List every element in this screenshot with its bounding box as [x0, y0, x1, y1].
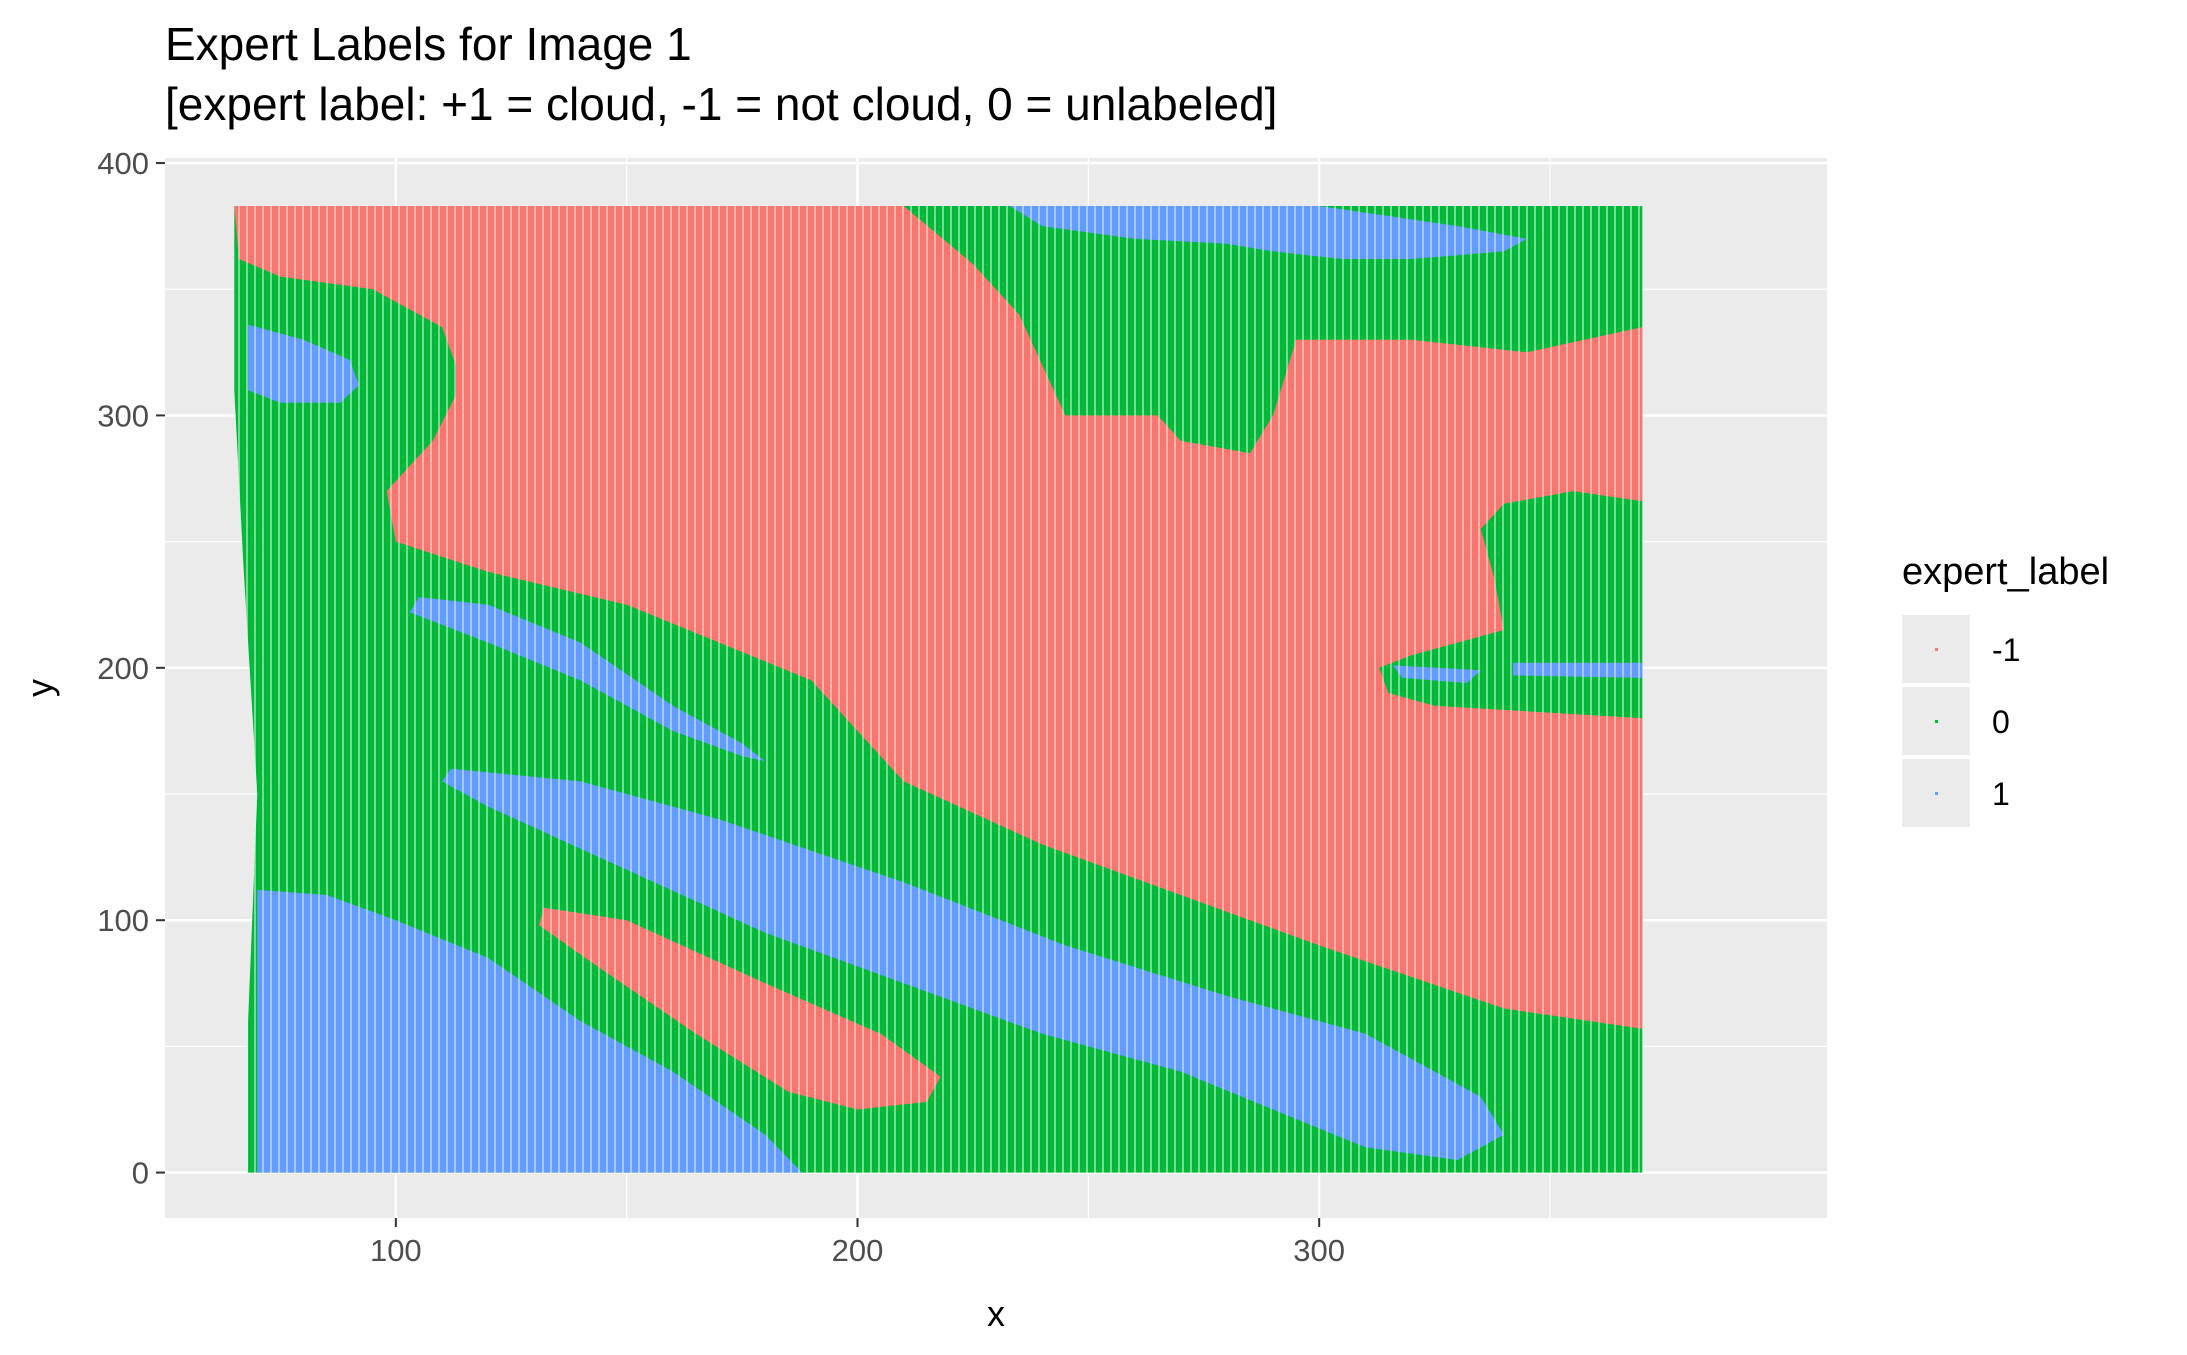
y-tick-label: 100	[97, 903, 149, 938]
region-label-one	[248, 324, 359, 403]
regions-layer	[234, 206, 1643, 1173]
x-axis-label: x	[987, 1293, 1005, 1334]
axes-layer: 100 200 300 0 100 200 300 400	[97, 146, 1345, 1268]
legend: expert_label -1 0 1	[1902, 551, 2109, 827]
region-label-neg1	[234, 206, 1643, 1029]
x-tick-label: 300	[1293, 1233, 1345, 1268]
region-label-neg1	[539, 907, 941, 1110]
legend-swatch	[1935, 792, 1938, 795]
y-tick-label: 400	[97, 146, 149, 181]
legend-item-label: 0	[1992, 704, 2010, 740]
legend-item-label: 1	[1992, 776, 2010, 812]
y-tick-label: 300	[97, 398, 149, 433]
region-label-one	[442, 768, 1504, 1160]
legend-item-label: -1	[1992, 632, 2020, 668]
region-label-one	[409, 597, 766, 762]
region-label-one	[1009, 206, 1527, 259]
region-label-one	[1513, 662, 1643, 678]
legend-swatch	[1935, 648, 1938, 651]
legend-swatch	[1935, 720, 1938, 723]
y-tick-label: 0	[132, 1156, 149, 1191]
chart-title: Expert Labels for Image 1	[165, 18, 692, 70]
region-label-one	[1393, 665, 1481, 683]
y-tick-label: 200	[97, 651, 149, 686]
x-tick-label: 100	[370, 1233, 422, 1268]
legend-title: expert_label	[1902, 551, 2109, 593]
chart-subtitle: [expert label: +1 = cloud, -1 = not clou…	[165, 78, 1277, 130]
region-label-one	[257, 889, 803, 1173]
y-axis-label: y	[19, 679, 60, 697]
x-tick-label: 200	[832, 1233, 884, 1268]
